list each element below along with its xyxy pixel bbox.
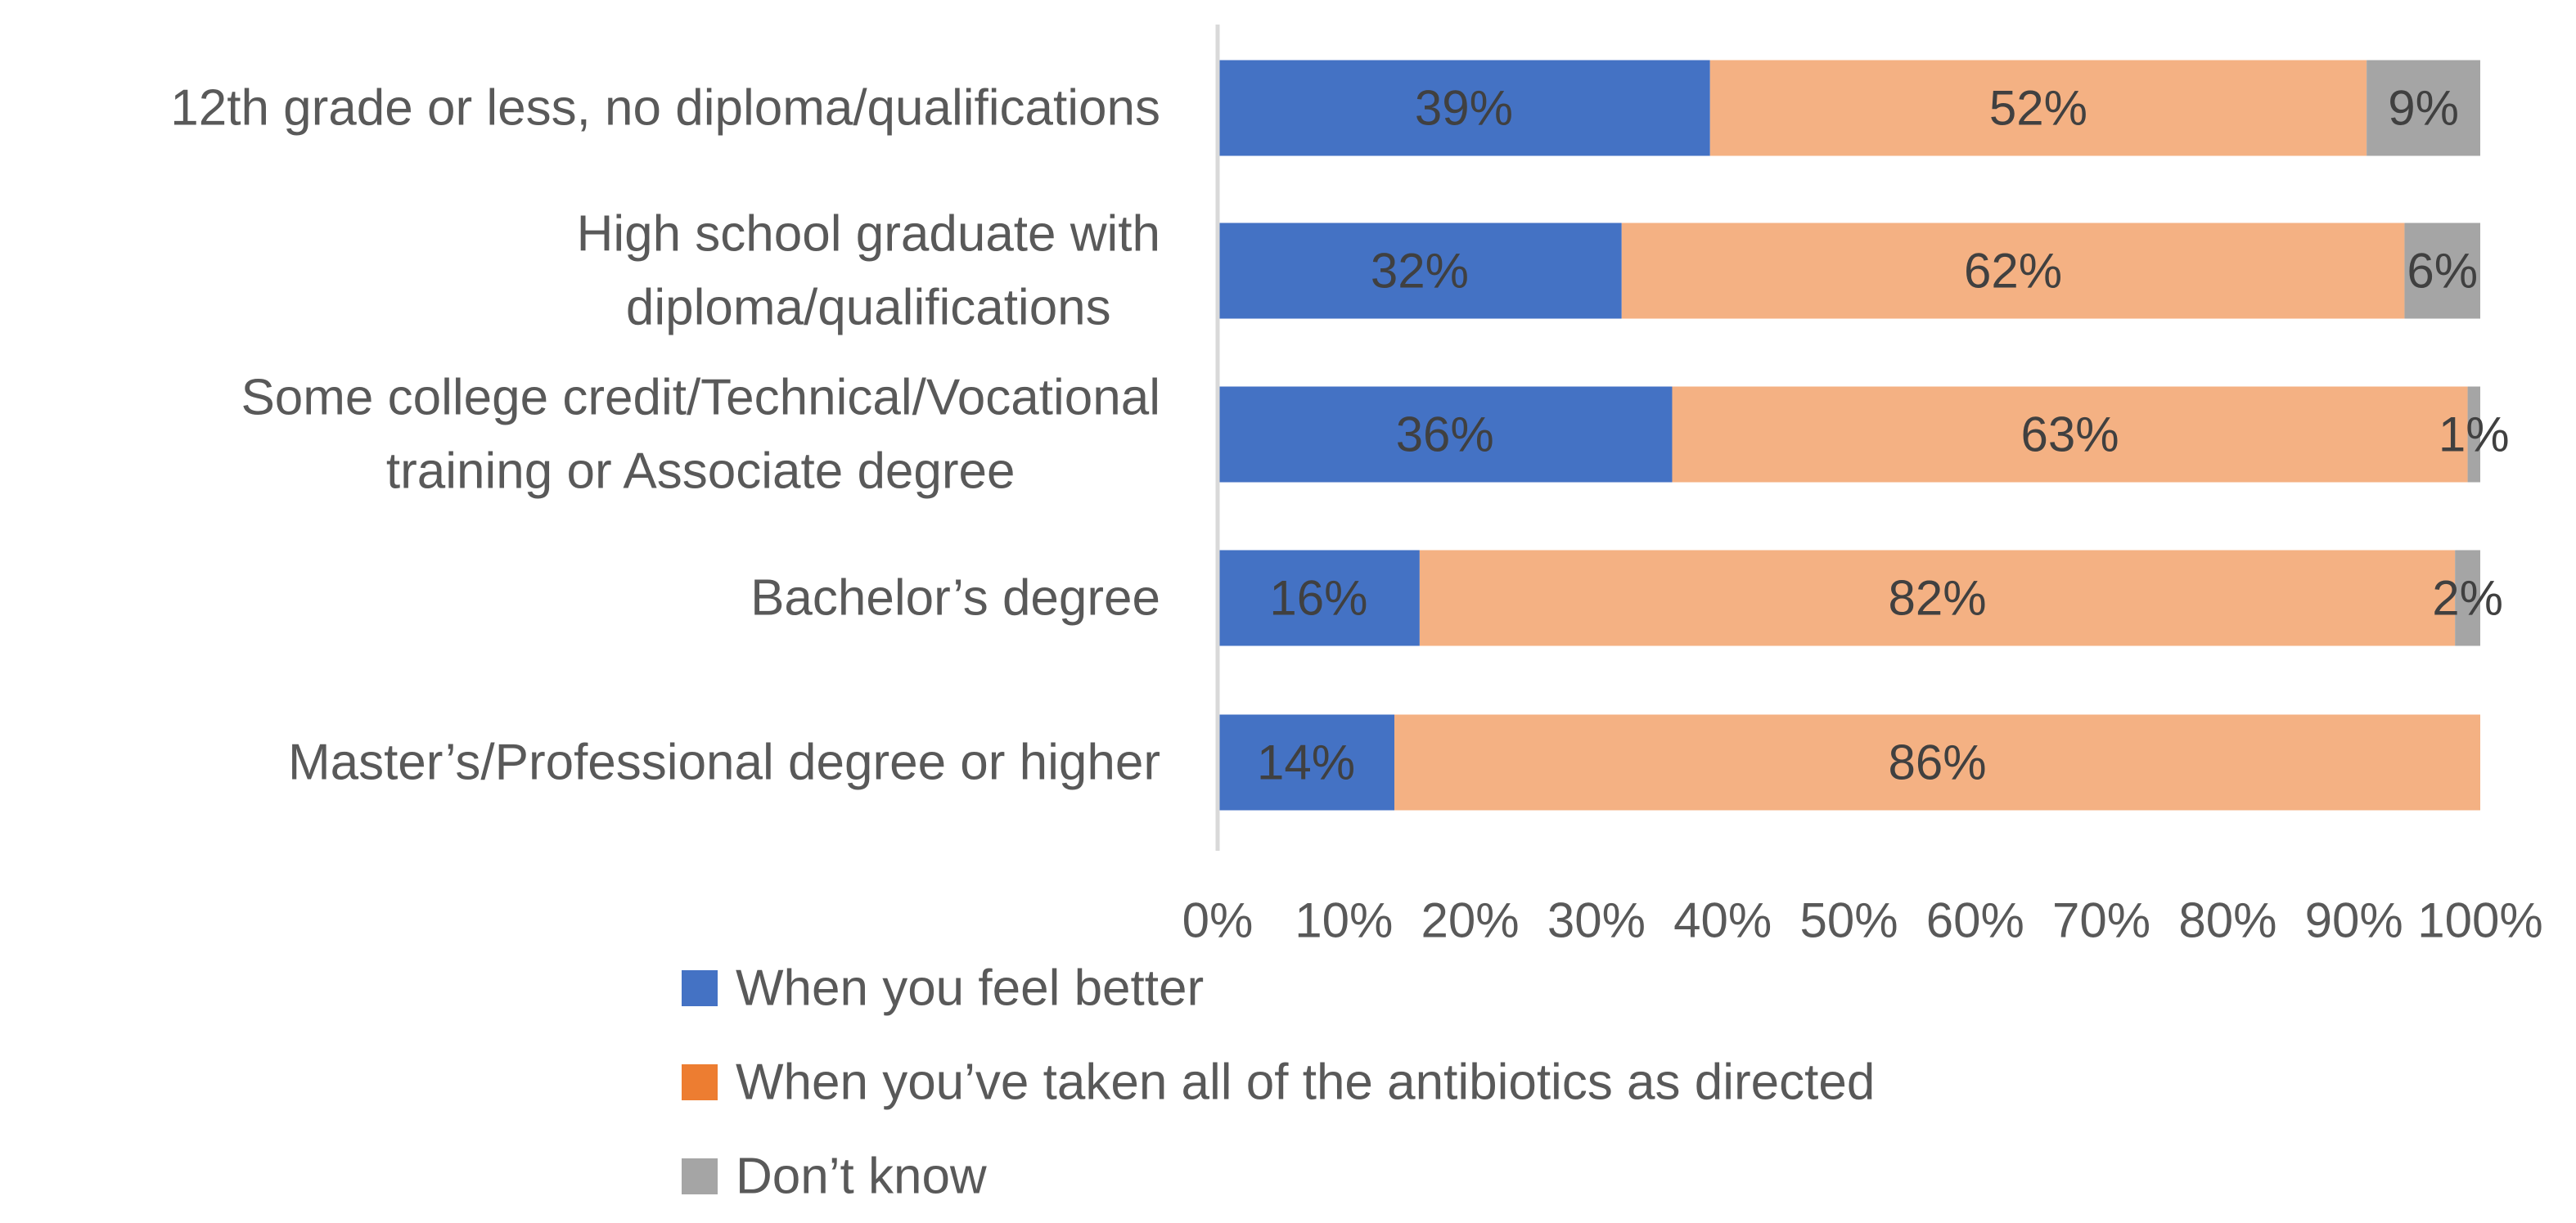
data-label: 63% — [2020, 407, 2119, 462]
legend-label: When you feel better — [736, 960, 1204, 1017]
legend: When you feel better When you’ve taken al… — [682, 960, 1875, 1205]
category-label: training or Associate degree — [386, 443, 1016, 500]
legend-swatch — [682, 1158, 718, 1194]
bar-segment — [1394, 714, 2480, 811]
x-tick-label: 20% — [1421, 893, 1520, 948]
bar-segment — [2467, 386, 2480, 483]
bar-segment — [1709, 60, 2367, 156]
legend-label: Don’t know — [736, 1149, 987, 1205]
data-label: 2% — [2432, 571, 2503, 626]
legend-swatch — [682, 970, 718, 1006]
x-tick-label: 0% — [1182, 893, 1254, 948]
legend-label: When you’ve taken all of the antibiotics… — [736, 1054, 1875, 1111]
data-label: 14% — [1257, 735, 1355, 790]
legend-swatch — [682, 1064, 718, 1100]
data-label: 86% — [1888, 735, 1986, 790]
category-label: diploma/qualifications — [626, 280, 1111, 336]
category-label: Master’s/Professional degree or higher — [288, 735, 1160, 791]
bar-segment — [1218, 550, 1420, 646]
category-labels: 12th grade or less, no diploma/qualifica… — [170, 80, 1160, 791]
x-tick-label: 30% — [1547, 893, 1646, 948]
x-tick-label: 10% — [1295, 893, 1393, 948]
bar-segment — [1672, 386, 2468, 483]
bar-segment — [2455, 550, 2480, 646]
data-label: 9% — [2388, 81, 2459, 136]
data-label: 1% — [2439, 407, 2510, 462]
bars-layer: 39% 52% 9% 32% 62% 6% 36% 63% 1% 16% 82% 2% 14% 86% — [1218, 60, 2510, 811]
x-tick-label: 100% — [2417, 893, 2542, 948]
x-tick-label: 50% — [1799, 893, 1898, 948]
bar-segment — [2404, 223, 2480, 319]
bar-segment — [1218, 714, 1395, 811]
x-tick-label: 90% — [2305, 893, 2403, 948]
data-label: 6% — [2407, 244, 2478, 299]
data-label: 39% — [1415, 81, 1513, 136]
bar-segment — [1218, 60, 1710, 156]
data-label: 32% — [1371, 244, 1469, 299]
x-axis-tick-labels: 0% 10% 20% 30% 40% 50% 60% 70% 80% 90% 100% — [1182, 893, 2543, 948]
bar-segment — [1419, 550, 2456, 646]
category-label: 12th grade or less, no diploma/qualifica… — [170, 80, 1160, 137]
data-label: 82% — [1888, 571, 1986, 626]
data-label: 16% — [1269, 571, 1367, 626]
x-tick-label: 80% — [2178, 893, 2277, 948]
x-tick-label: 60% — [1926, 893, 2024, 948]
bar-segment — [1218, 223, 1622, 319]
bar-segment — [2367, 60, 2480, 156]
category-label: High school graduate with — [577, 206, 1160, 263]
data-label: 62% — [1964, 244, 2062, 299]
data-label: 36% — [1396, 407, 1494, 462]
category-label: Bachelor’s degree — [750, 570, 1160, 627]
data-label: 52% — [1989, 81, 2087, 136]
x-tick-label: 70% — [2052, 893, 2150, 948]
bar-segment — [1621, 223, 2405, 319]
category-label: Some college credit/Technical/Vocational — [241, 370, 1160, 426]
bar-segment — [1218, 386, 1673, 483]
x-tick-label: 40% — [1673, 893, 1772, 948]
